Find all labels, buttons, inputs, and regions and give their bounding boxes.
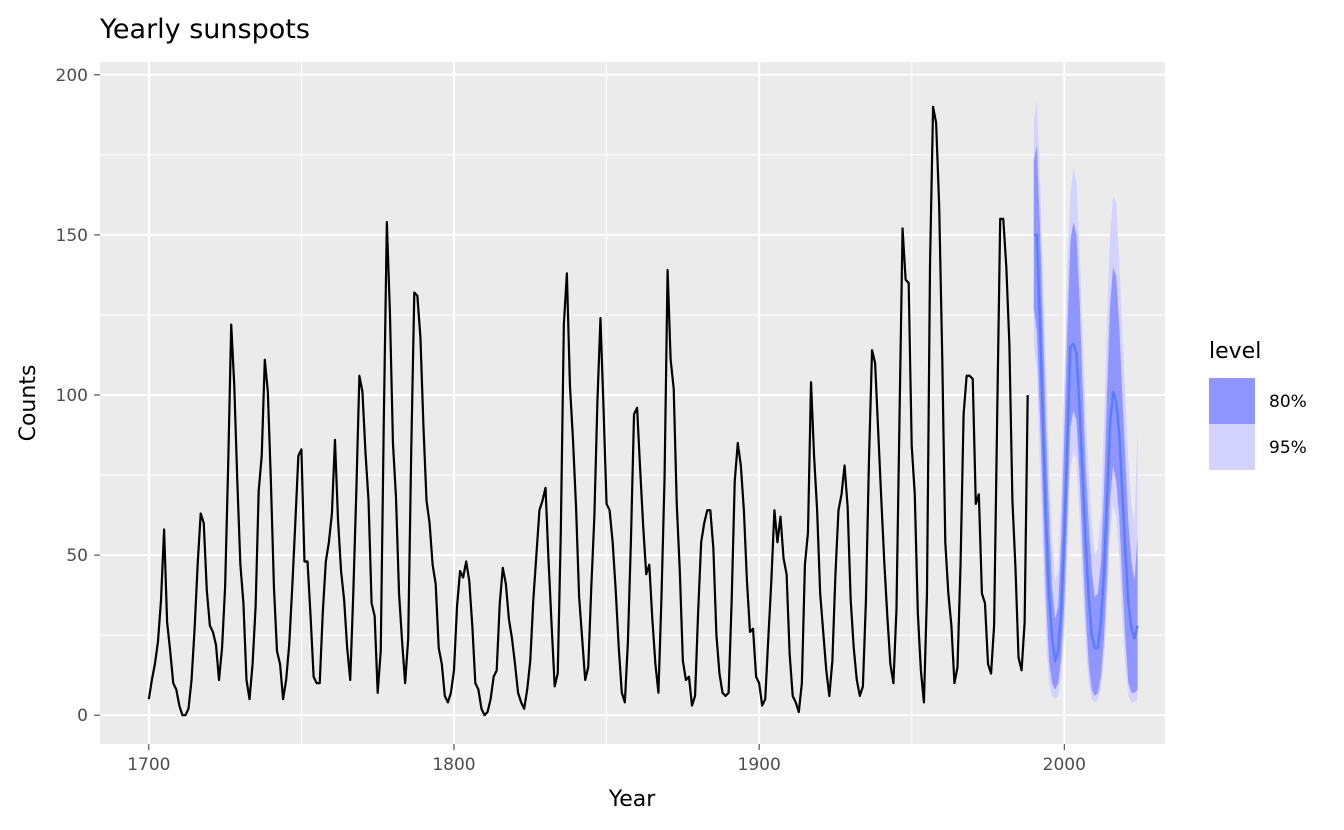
major-gridlines [100, 62, 1165, 744]
legend-key-80 [1209, 378, 1255, 424]
x-tick-label: 1900 [738, 755, 781, 775]
legend-title: level [1209, 339, 1261, 364]
band-95 [1033, 100, 1138, 703]
x-axis-title: Year [608, 787, 657, 812]
x-tick-label: 1700 [127, 755, 170, 775]
chart-title: Yearly sunspots [99, 14, 310, 45]
forecast-mean-line [1033, 233, 1139, 662]
legend: level 80% 95% [1209, 339, 1307, 470]
y-tick-label: 200 [56, 66, 88, 86]
x-tick-label: 2000 [1043, 755, 1086, 775]
legend-label-80: 80% [1269, 392, 1307, 412]
y-tick-label: 100 [56, 386, 88, 406]
legend-key-95 [1209, 424, 1255, 470]
y-axis-title: Counts [16, 365, 41, 442]
plot-panel [100, 62, 1165, 744]
y-tick-label: 0 [77, 706, 88, 726]
series-lines [147, 105, 1139, 717]
x-tick-label: 1800 [432, 755, 475, 775]
y-axis-ticks: 0 50 100 150 200 [56, 66, 100, 726]
sunspots-line [147, 105, 1029, 717]
y-tick-label: 50 [66, 546, 88, 566]
x-axis-ticks: 1700 1800 1900 2000 [127, 744, 1086, 775]
legend-label-95: 95% [1269, 438, 1307, 458]
y-tick-label: 150 [56, 226, 88, 246]
